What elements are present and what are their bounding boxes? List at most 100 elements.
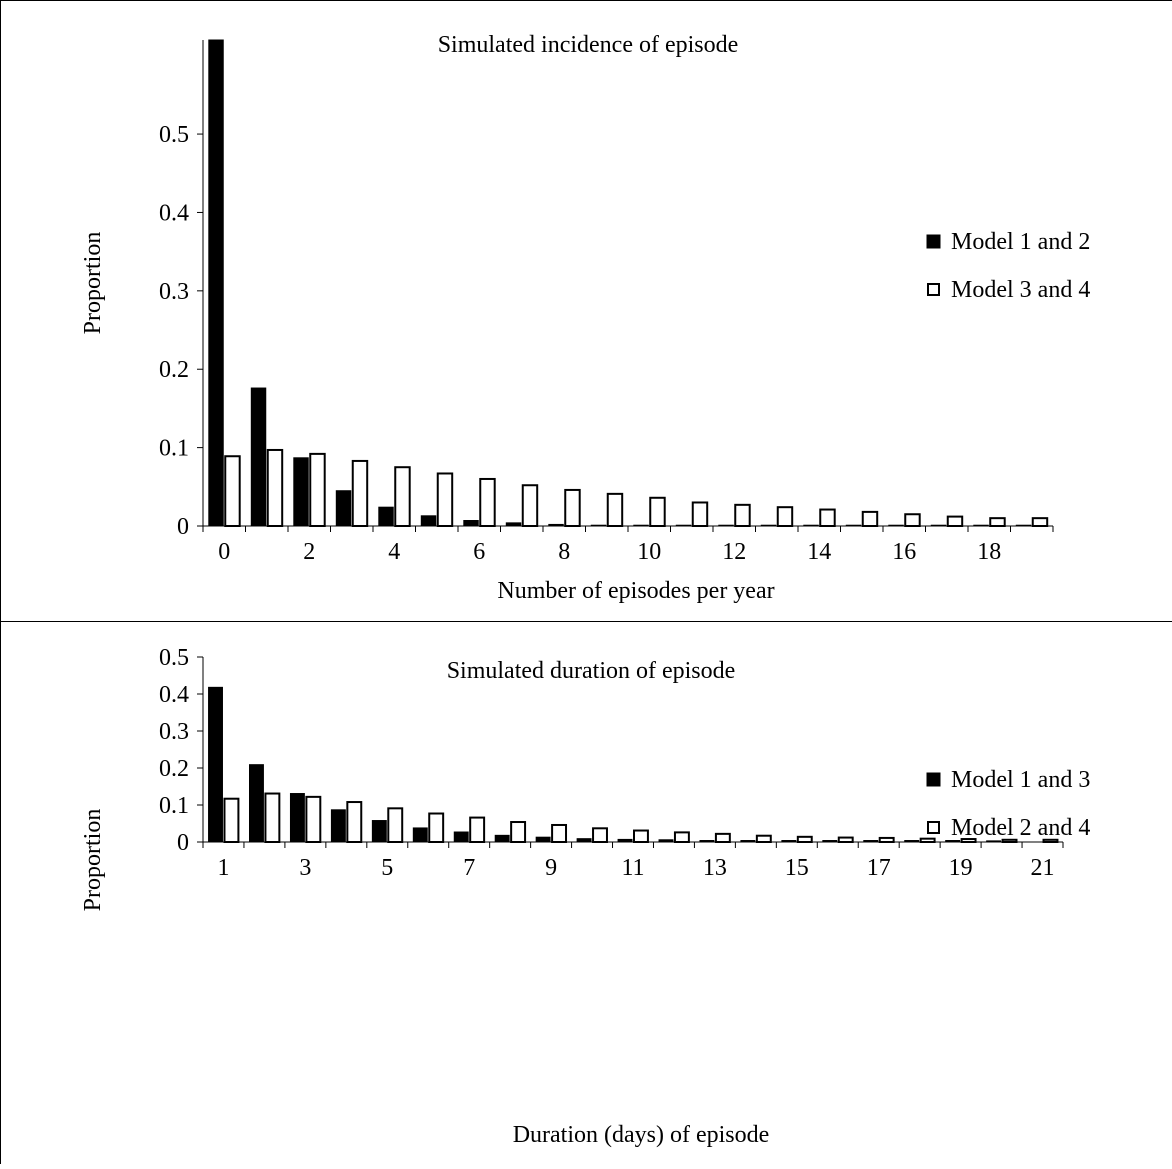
bar-model-1-and-3 (494, 834, 510, 843)
legend-swatch-hollow (927, 283, 940, 296)
bar-model-1-and-2 (718, 524, 734, 527)
bar-model-1-and-3 (453, 831, 469, 843)
bar-model-3-and-4 (394, 466, 411, 528)
bar-model-1-and-3 (289, 793, 305, 843)
bar-model-1-and-3 (617, 838, 633, 843)
x-tick-label: 10 (637, 539, 661, 565)
bar-model-1-and-3 (699, 840, 715, 843)
x-tick-label: 9 (545, 855, 557, 881)
bar-model-2-and-4 (264, 792, 281, 843)
bar-model-2-and-4 (346, 801, 363, 843)
bar-model-1-and-3 (863, 840, 879, 843)
bar-model-3-and-4 (1031, 517, 1049, 528)
bar-model-3-and-4 (861, 510, 879, 527)
bar-model-3-and-4 (479, 477, 496, 527)
bar-model-2-and-4 (796, 835, 813, 844)
y-tick-label: 0.1 (159, 436, 189, 462)
bar-model-1-and-2 (803, 524, 819, 527)
bar-model-1-and-2 (378, 506, 394, 527)
bar-model-1-and-2 (633, 524, 649, 527)
x-tick-label: 1 (217, 855, 229, 881)
bar-model-1-and-2 (250, 387, 267, 527)
x-tick-label: 7 (463, 855, 475, 881)
y-axis-label: Proportion (80, 232, 106, 335)
bar-model-2-and-4 (755, 834, 772, 844)
bar-model-1-and-2 (1015, 524, 1032, 527)
bar-model-2-and-4 (592, 827, 608, 843)
bar-model-1-and-2 (973, 524, 989, 527)
chart-title: Simulated duration of episode (447, 658, 736, 684)
y-tick-label: 0 (177, 514, 189, 540)
bar-model-1-and-2 (888, 524, 904, 527)
bar-model-3-and-4 (819, 508, 836, 527)
bar-model-3-and-4 (521, 484, 539, 527)
bar-model-1-and-2 (590, 524, 607, 527)
incidence-chart-panel: 0 0.1 0.2 0.3 0.4 0.5 0 2 4 6 8 10 12 14 16 18 Simulated… (0, 0, 1172, 622)
bar-model-2-and-4 (960, 838, 977, 843)
x-tick-label: 21 (1031, 855, 1055, 881)
bar-model-2-and-4 (837, 836, 854, 843)
x-tick-label: 3 (299, 855, 311, 881)
x-tick-label: 5 (381, 855, 393, 881)
bar-model-1-and-2 (548, 523, 564, 527)
x-tick-label: 11 (621, 855, 644, 881)
bar-model-3-and-4 (649, 496, 666, 527)
legend-label: Model 1 and 3 (951, 767, 1090, 793)
bar-model-3-and-4 (904, 513, 921, 528)
bar-model-3-and-4 (351, 459, 369, 528)
bar-model-1-and-3 (576, 838, 592, 843)
y-tick-label: 0.2 (159, 756, 189, 782)
bar-model-1-and-3 (371, 820, 387, 843)
x-axis-label: Duration (days) of episode (513, 1122, 770, 1148)
y-tick-label: 0.3 (159, 279, 189, 305)
y-axis-label: Proportion (80, 809, 106, 912)
bar-model-3-and-4 (436, 472, 454, 528)
y-tick-label: 0.5 (159, 122, 189, 148)
x-tick-label: 19 (949, 855, 973, 881)
bar-model-3-and-4 (989, 517, 1006, 528)
incidence-chart: 0 0.1 0.2 0.3 0.4 0.5 0 2 4 6 8 10 12 14 16 18 Simulated… (0, 0, 1172, 622)
x-tick-label: 12 (722, 539, 746, 565)
legend-label: Model 3 and 4 (951, 277, 1090, 303)
bar-model-1-and-2 (208, 39, 224, 527)
bar-model-3-and-4 (776, 506, 794, 528)
bar-model-1-and-2 (675, 524, 692, 527)
x-tick-label: 8 (558, 539, 570, 565)
bar-model-2-and-4 (223, 797, 240, 844)
bar-model-1-and-2 (335, 490, 352, 527)
bar-model-1-and-3 (330, 809, 346, 843)
y-tick-label: 0.3 (159, 719, 189, 745)
bar-model-2-and-4 (673, 831, 690, 844)
bar-model-1-and-3 (945, 840, 961, 843)
bar-model-1-and-3 (249, 764, 264, 843)
bar-model-2-and-4 (1001, 838, 1018, 843)
x-tick-label: 0 (218, 539, 230, 565)
bar-model-2-and-4 (469, 816, 486, 844)
duration-chart: 00.10.20.30.40.51 3 5 7 9 11 13 15 17 19 21Simulat… (0, 622, 1090, 1164)
y-tick-label: 0.1 (159, 793, 189, 819)
x-tick-label: 4 (388, 539, 400, 565)
bar-model-1-and-3 (986, 840, 1002, 843)
y-tick-label: 0.4 (159, 200, 189, 226)
y-tick-label: 0 (177, 830, 189, 856)
bar-model-2-and-4 (633, 829, 649, 843)
y-tick-label: 0.4 (159, 682, 189, 708)
duration-chart-panel: 0 0.1 0.2 0.3 0.4 0.5 1 3 5 7 9 11 13 15 17 19 21 Simulat… (0, 622, 1172, 1164)
x-tick-label: 6 (473, 539, 485, 565)
x-tick-label: 16 (892, 539, 916, 565)
bar-model-1-and-3 (822, 840, 838, 843)
x-tick-label: 15 (785, 855, 809, 881)
bar-model-1-and-3 (412, 827, 428, 843)
bar-model-3-and-4 (734, 503, 751, 527)
bar-model-1-and-2 (505, 522, 522, 527)
bar-model-1-and-3 (208, 686, 223, 843)
bar-model-2-and-4 (428, 812, 445, 843)
x-tick-label: 18 (977, 539, 1001, 565)
x-tick-label: 13 (703, 855, 727, 881)
bar-model-1-and-2 (293, 457, 309, 527)
y-tick-label: 0.5 (159, 645, 189, 671)
bar-model-2-and-4 (387, 807, 404, 843)
bar-model-1-and-3 (535, 836, 551, 843)
bar-model-2-and-4 (551, 823, 568, 843)
